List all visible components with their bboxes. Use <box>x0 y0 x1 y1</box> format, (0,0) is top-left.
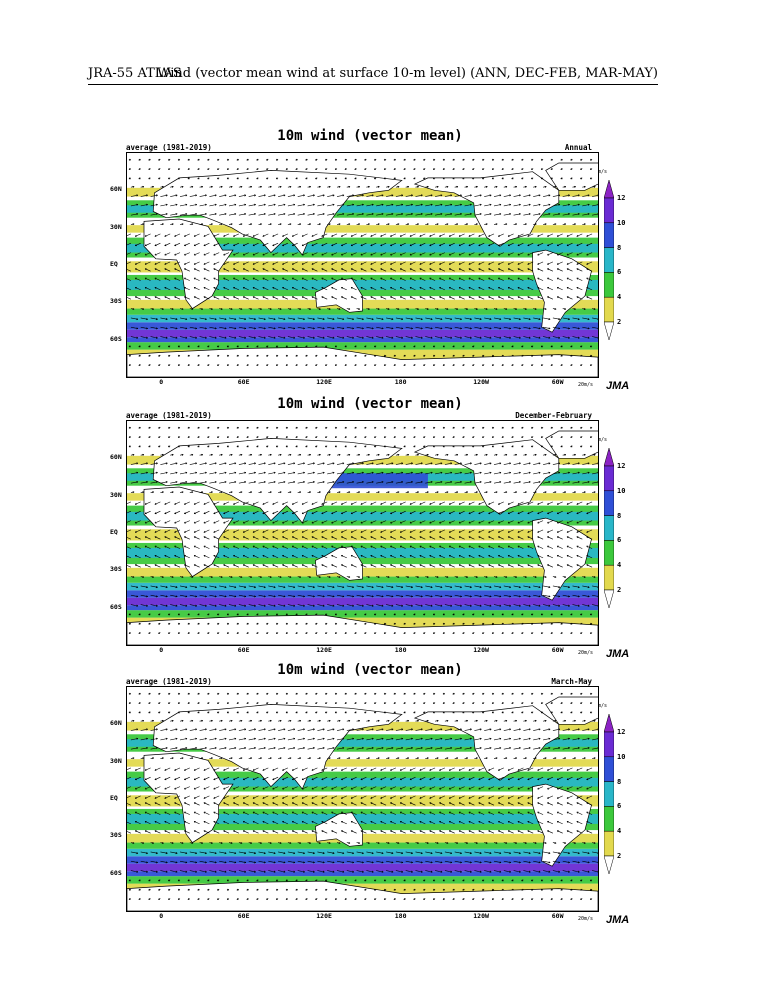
atlas-title: JRA-55 ATLAS <box>88 66 182 81</box>
wind-map-panel: 10m wind (vector mean) average (1981-2019… <box>110 396 630 660</box>
wind-speed-map <box>126 420 599 646</box>
colorbar-label: 4 <box>617 827 622 836</box>
wind-map-panel: 10m wind (vector mean) average (1981-2019… <box>110 128 630 392</box>
continents <box>127 696 598 911</box>
lat-tick-label: 30N <box>110 490 122 499</box>
lat-tick-label: 60S <box>110 602 122 611</box>
lat-tick-label: 30S <box>110 565 122 574</box>
colorbar-label: 10 <box>617 486 626 495</box>
panel-title: 10m wind (vector mean) <box>277 128 463 144</box>
page-topic: Wind (vector mean wind at surface 10-m l… <box>157 66 658 81</box>
jma-logo: JMA <box>606 914 630 926</box>
colorbar-label: 4 <box>617 561 622 570</box>
colorbar-label: 2 <box>617 852 622 860</box>
colorbar-label: 8 <box>617 243 622 252</box>
colorbar <box>604 448 614 608</box>
lon-tick-label: 60W <box>551 912 564 920</box>
panel-title: 10m wind (vector mean) <box>277 662 463 678</box>
panel-title: 10m wind (vector mean) <box>277 396 463 412</box>
season-label: Annual <box>564 143 592 152</box>
season-label: December-February <box>515 411 592 420</box>
colorbar-label: 10 <box>617 218 626 227</box>
colorbar-label: 6 <box>617 536 622 545</box>
colorbar <box>604 180 614 340</box>
lat-tick-label: 60N <box>110 719 122 728</box>
lon-tick-label: 180 <box>394 378 407 386</box>
lon-tick-label: 120E <box>316 378 332 386</box>
lon-tick-label: 60E <box>237 378 250 386</box>
page-header: JRA-55 ATLAS Wind (vector mean wind at s… <box>88 66 658 85</box>
lon-tick-label: 120W <box>473 646 489 654</box>
unit-label: m/s <box>598 169 608 175</box>
period-label: average (1981-2019) <box>126 677 212 686</box>
continents <box>127 430 598 645</box>
lon-tick-label: 60E <box>237 912 250 920</box>
wind-map-panel: 10m wind (vector mean) average (1981-2019… <box>110 662 630 926</box>
colorbar <box>604 714 614 874</box>
wind-speed-map <box>126 152 599 378</box>
lon-tick-label: 60E <box>237 646 250 654</box>
reference-vector-label: 20m/s <box>578 916 594 922</box>
wind-vectors <box>127 692 598 900</box>
lon-tick-label: 60W <box>551 378 564 386</box>
colorbar-label: 8 <box>617 777 622 786</box>
lon-tick-label: 180 <box>394 912 407 920</box>
lat-tick-label: 60S <box>110 868 122 877</box>
lat-tick-label: EQ <box>110 794 118 802</box>
jma-logo: JMA <box>606 648 630 660</box>
colorbar-label: 6 <box>617 802 622 811</box>
lon-tick-label: 0 <box>159 646 164 654</box>
lon-tick-label: 60W <box>551 646 564 654</box>
lon-tick-label: 180 <box>394 646 407 654</box>
period-label: average (1981-2019) <box>126 411 212 420</box>
colorbar-label: 6 <box>617 268 622 277</box>
lat-tick-label: 30N <box>110 756 122 765</box>
continents <box>127 162 598 377</box>
unit-label: m/s <box>598 703 608 709</box>
lat-tick-label: 60N <box>110 453 122 462</box>
lat-tick-label: EQ <box>110 260 118 268</box>
lon-tick-label: 120E <box>316 912 332 920</box>
wind-vectors <box>127 426 598 634</box>
lat-tick-label: 30N <box>110 222 122 231</box>
unit-label: m/s <box>598 437 608 443</box>
jma-logo: JMA <box>606 380 630 392</box>
season-label: March-May <box>551 677 592 686</box>
lon-tick-label: 0 <box>159 912 164 920</box>
lon-tick-label: 0 <box>159 378 164 386</box>
colorbar-label: 8 <box>617 511 622 520</box>
colorbar-label: 12 <box>617 194 626 202</box>
lon-tick-label: 120W <box>473 912 489 920</box>
colorbar-label: 2 <box>617 586 622 594</box>
reference-vector-label: 20m/s <box>578 382 594 388</box>
colorbar-label: 4 <box>617 293 622 302</box>
wind-speed-map <box>126 686 599 912</box>
lat-tick-label: 30S <box>110 831 122 840</box>
lat-tick-label: 60S <box>110 334 122 343</box>
period-label: average (1981-2019) <box>126 143 212 152</box>
reference-vector-label: 20m/s <box>578 650 594 656</box>
lat-tick-label: EQ <box>110 528 118 536</box>
lon-tick-label: 120E <box>316 646 332 654</box>
colorbar-label: 10 <box>617 752 626 761</box>
lon-tick-label: 120W <box>473 378 489 386</box>
colorbar-label: 12 <box>617 728 626 736</box>
lat-tick-label: 60N <box>110 185 122 194</box>
colorbar-label: 2 <box>617 318 622 326</box>
wind-vectors <box>127 158 598 366</box>
colorbar-label: 12 <box>617 462 626 470</box>
lat-tick-label: 30S <box>110 297 122 306</box>
